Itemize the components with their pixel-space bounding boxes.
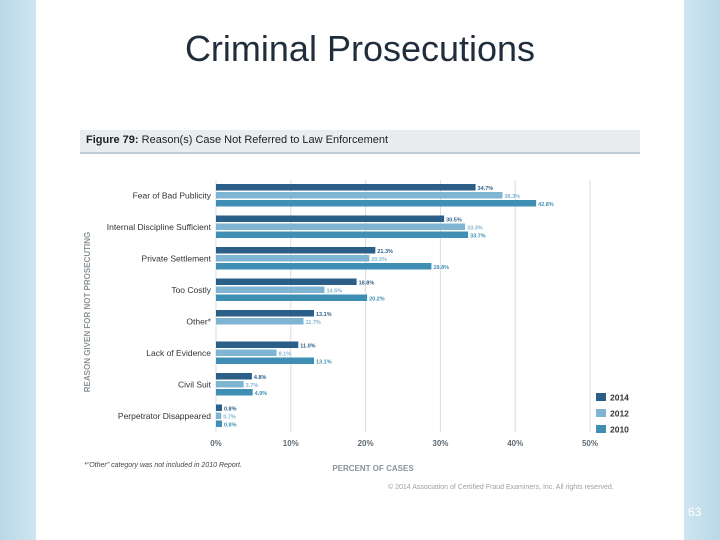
copyright-notice: © 2014 Association of Certified Fraud Ex… [388,484,614,491]
data-label: 13.1% [316,360,332,366]
bar [216,373,252,380]
bar [216,223,466,230]
data-label: 18.8% [359,281,375,287]
figure-header: Figure 79: Reason(s) Case Not Referred t… [80,130,640,154]
x-tick-label: 40% [507,439,523,448]
figure-header-text: Figure 79: Reason(s) Case Not Referred t… [86,134,388,146]
data-label: 0.8% [224,407,237,413]
category-label: Civil Suit [178,379,212,389]
legend-label: 2012 [610,409,629,419]
category-label: Perpetrator Disappeared [118,411,211,421]
bar [216,286,325,293]
bar [216,412,222,419]
data-label: 42.8% [538,202,554,208]
category-label: Lack of Evidence [146,348,211,358]
left-decor-bar [0,0,36,540]
data-label: 34.7% [478,186,494,192]
data-label: 4.8% [254,375,267,381]
x-tick-label: 10% [283,439,299,448]
legend-label: 2010 [610,425,629,435]
bar [216,278,357,285]
bar [216,294,368,301]
bar [216,263,432,270]
bar [216,200,537,207]
legend-swatch [596,393,606,401]
data-label: 4.9% [255,391,268,397]
bar [216,404,222,411]
y-axis-title: REASON GIVEN FOR NOT PROSECUTING [83,232,92,392]
data-label: 33.7% [470,234,486,240]
bar [216,389,253,396]
bar [216,184,476,191]
figure-title: Reason(s) Case Not Referred to Law Enfor… [141,134,389,146]
data-label: 33.3% [467,226,483,232]
x-tick-label: 50% [582,439,598,448]
bar [216,215,445,222]
data-label: 28.8% [433,265,449,271]
page-number: 63 [688,505,702,519]
bar [216,349,277,356]
bar [216,381,244,388]
category-label: Internal Discipline Sufficient [107,222,212,232]
data-label: 0.7% [223,415,236,421]
data-label: 20.5% [371,257,387,263]
category-label: Fear of Bad Publicity [133,190,212,200]
category-label: Private Settlement [142,253,212,263]
data-label: 8.1% [279,352,292,358]
data-label: 11.0% [300,344,315,350]
data-label: 11.7% [306,320,321,326]
bar [216,192,503,199]
data-label: 38.3% [504,194,520,200]
x-axis-title: PERCENT OF CASES [332,464,414,473]
right-decor-bar [684,0,720,540]
bar [216,310,314,317]
legend-swatch [596,425,606,433]
data-label: 20.2% [369,297,385,303]
legend-label: 2014 [610,393,629,403]
data-label: 30.5% [446,218,462,224]
legend-swatch [596,409,606,417]
data-label: 13.1% [316,312,332,318]
category-label: Too Costly [171,285,211,295]
x-tick-label: 0% [210,439,222,448]
data-label: 3.7% [246,383,259,389]
bar [216,341,299,348]
figure-footnote: *"Other" category was not included in 20… [84,462,242,469]
slide-title: Criminal Prosecutions [184,28,536,69]
figure-label: Figure 79: [86,134,139,146]
bar [216,357,314,364]
data-label: 21.3% [377,249,393,255]
bar [216,247,376,254]
data-label: 14.5% [326,289,342,295]
category-label: Other* [186,316,211,326]
bar [216,420,222,427]
x-tick-label: 30% [432,439,448,448]
bar [216,318,304,325]
bar [216,231,469,238]
bar [216,255,370,262]
data-label: 0.8% [224,423,237,429]
x-tick-label: 20% [358,439,374,448]
